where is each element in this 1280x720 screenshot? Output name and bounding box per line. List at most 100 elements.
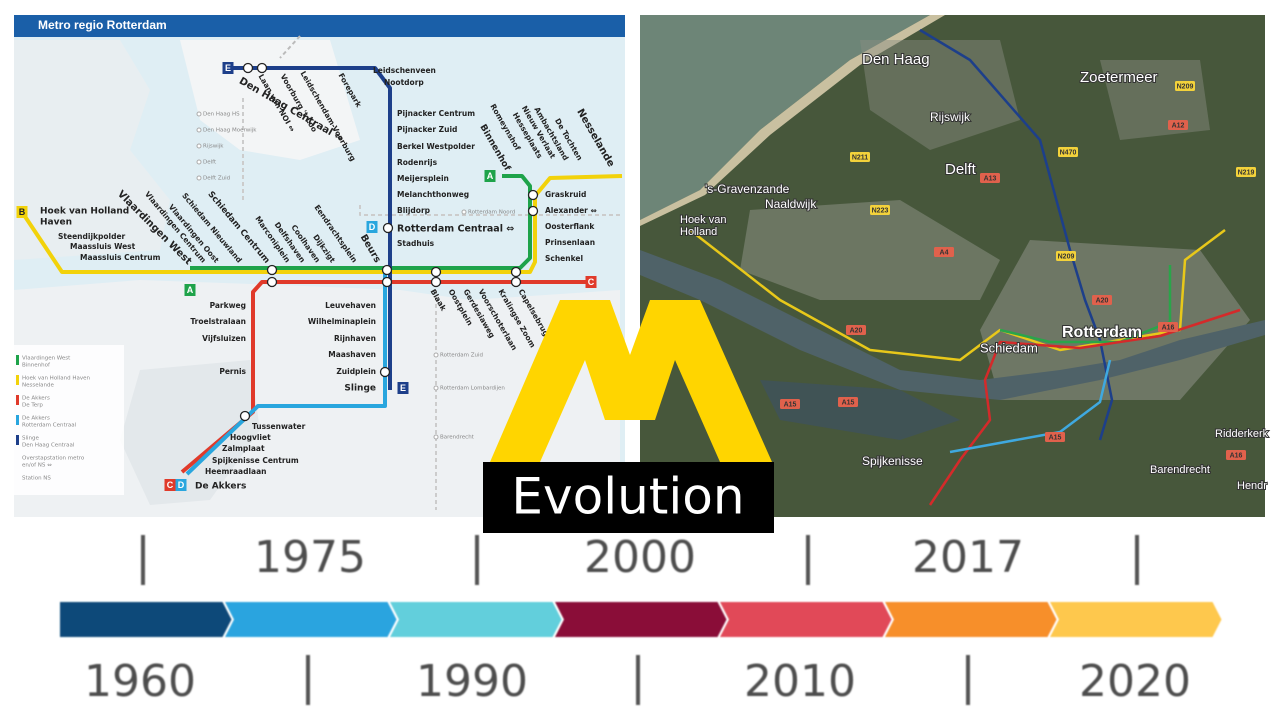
land bbox=[120, 360, 260, 505]
line-badge-letter: B bbox=[19, 207, 26, 217]
line-badge-letter: A bbox=[187, 285, 194, 295]
beach bbox=[640, 15, 945, 226]
ns-dot bbox=[433, 352, 439, 358]
station-label: Rotterdam Centraal ⇔ bbox=[397, 224, 514, 235]
road-label: N209 bbox=[1177, 83, 1194, 90]
place-label: Holland bbox=[680, 226, 717, 238]
road-shield bbox=[1158, 322, 1178, 332]
line-badge bbox=[184, 284, 196, 296]
station-label: Schenkel bbox=[545, 254, 583, 263]
line-darkblue bbox=[919, 28, 1114, 441]
station-label: Leidschenveen bbox=[373, 66, 436, 75]
legend-label: De Akkers bbox=[22, 396, 50, 402]
ns-station-label: Rotterdam Zuid bbox=[440, 353, 483, 359]
station-dot bbox=[510, 266, 522, 278]
station-label: Berkel Westpolder bbox=[397, 142, 475, 151]
station-label: Blijdorp bbox=[397, 206, 431, 215]
timeline-segment bbox=[885, 602, 1057, 637]
legend-label: Hoek van Holland Haven bbox=[22, 376, 90, 382]
station-dot bbox=[510, 276, 522, 288]
interchanges bbox=[239, 62, 539, 422]
road-shield bbox=[1058, 147, 1078, 157]
place-label: 's-Gravenzande bbox=[705, 182, 790, 196]
ns-station-label: Rotterdam Lombardijen bbox=[440, 386, 505, 392]
road-label: N211 bbox=[852, 154, 868, 161]
land bbox=[14, 40, 170, 260]
legend-label: Den Haag Centraal bbox=[22, 443, 75, 449]
line-badge-letter: D bbox=[178, 480, 185, 490]
place-label: Hoek van bbox=[680, 214, 726, 226]
road-shield bbox=[1236, 167, 1256, 177]
legend-label: Binnenhof bbox=[22, 363, 51, 369]
line-badge bbox=[164, 479, 176, 491]
place-label: Schiedam bbox=[980, 340, 1038, 355]
line-badge bbox=[366, 221, 378, 233]
station-dot bbox=[256, 62, 268, 74]
logo-box bbox=[483, 462, 774, 533]
ns-dot bbox=[196, 111, 202, 117]
logo-text: Evolution bbox=[511, 468, 744, 526]
year-label: 1960 bbox=[84, 656, 196, 707]
line-yellow bbox=[689, 229, 1226, 362]
road-shield bbox=[980, 173, 1000, 183]
station-dot bbox=[527, 205, 539, 217]
road-label: A15 bbox=[842, 399, 855, 406]
line-yellow bbox=[20, 174, 623, 274]
legend-swatch bbox=[16, 395, 19, 405]
timeline: 1975 2000 2017 1960 1990 2010 2020 bbox=[60, 532, 1222, 707]
urban-area bbox=[740, 200, 1000, 300]
line-badge-letter: E bbox=[400, 383, 406, 393]
station-label: Pijnacker Zuid bbox=[397, 125, 457, 134]
sea bbox=[640, 15, 930, 220]
station-dot bbox=[266, 276, 278, 288]
ns-dot bbox=[196, 159, 202, 165]
station-dot bbox=[242, 62, 254, 74]
satellite-map bbox=[640, 15, 1265, 517]
road-shield bbox=[850, 152, 870, 162]
station-dot bbox=[381, 264, 393, 276]
road-shield bbox=[870, 205, 890, 215]
harbour bbox=[760, 380, 960, 440]
timeline-segment bbox=[60, 602, 232, 637]
line-badge-letter: C bbox=[588, 277, 595, 287]
station-label: Oosterflank bbox=[545, 222, 595, 231]
station-label: Zuidplein bbox=[336, 367, 376, 376]
road-label: N470 bbox=[1060, 149, 1077, 156]
road-label: A16 bbox=[1162, 324, 1175, 331]
station-dot bbox=[381, 276, 393, 288]
road-shield bbox=[1045, 432, 1065, 442]
ns-station-label: Barendrecht bbox=[440, 435, 475, 441]
place-label: Zoetermeer bbox=[1080, 69, 1158, 86]
station-label: Rodenrijs bbox=[397, 158, 438, 167]
road-label: A16 bbox=[1230, 452, 1243, 459]
legend-label: Nesselande bbox=[22, 383, 54, 389]
station-dot bbox=[239, 410, 251, 422]
station-label: Tussenwater bbox=[252, 422, 306, 431]
timeline-segment bbox=[225, 602, 397, 637]
legend-label: Vlaardingen West bbox=[22, 356, 71, 362]
legend-label: De Akkers bbox=[22, 416, 50, 422]
legend-label: Slinge bbox=[22, 436, 40, 442]
line-badge bbox=[175, 479, 187, 491]
road-shield bbox=[838, 397, 858, 407]
station-dot bbox=[382, 222, 394, 234]
station-label: Zalmplaat bbox=[222, 444, 265, 453]
line-red bbox=[928, 308, 1241, 506]
road-shield bbox=[1226, 450, 1246, 460]
station-label: Maashaven bbox=[328, 350, 376, 359]
station-label: Graskruid bbox=[545, 190, 586, 199]
station-label: Stadhuis bbox=[397, 239, 435, 248]
ns-dot bbox=[196, 143, 202, 149]
ns-station-label: Delft Zuid bbox=[203, 176, 230, 182]
timeline-segment bbox=[1050, 602, 1222, 637]
line-darkblue bbox=[232, 66, 392, 390]
line-badge bbox=[222, 62, 234, 74]
ns-station-label: Den Haag Moerwijk bbox=[203, 128, 257, 134]
rail bbox=[279, 35, 301, 59]
legend-label: Rotterdam Centraal bbox=[22, 423, 77, 429]
place-label: Spijkenisse bbox=[862, 454, 923, 468]
line-green bbox=[190, 174, 532, 270]
place-label: Delft bbox=[945, 161, 977, 178]
year-label: 2017 bbox=[912, 532, 1024, 583]
